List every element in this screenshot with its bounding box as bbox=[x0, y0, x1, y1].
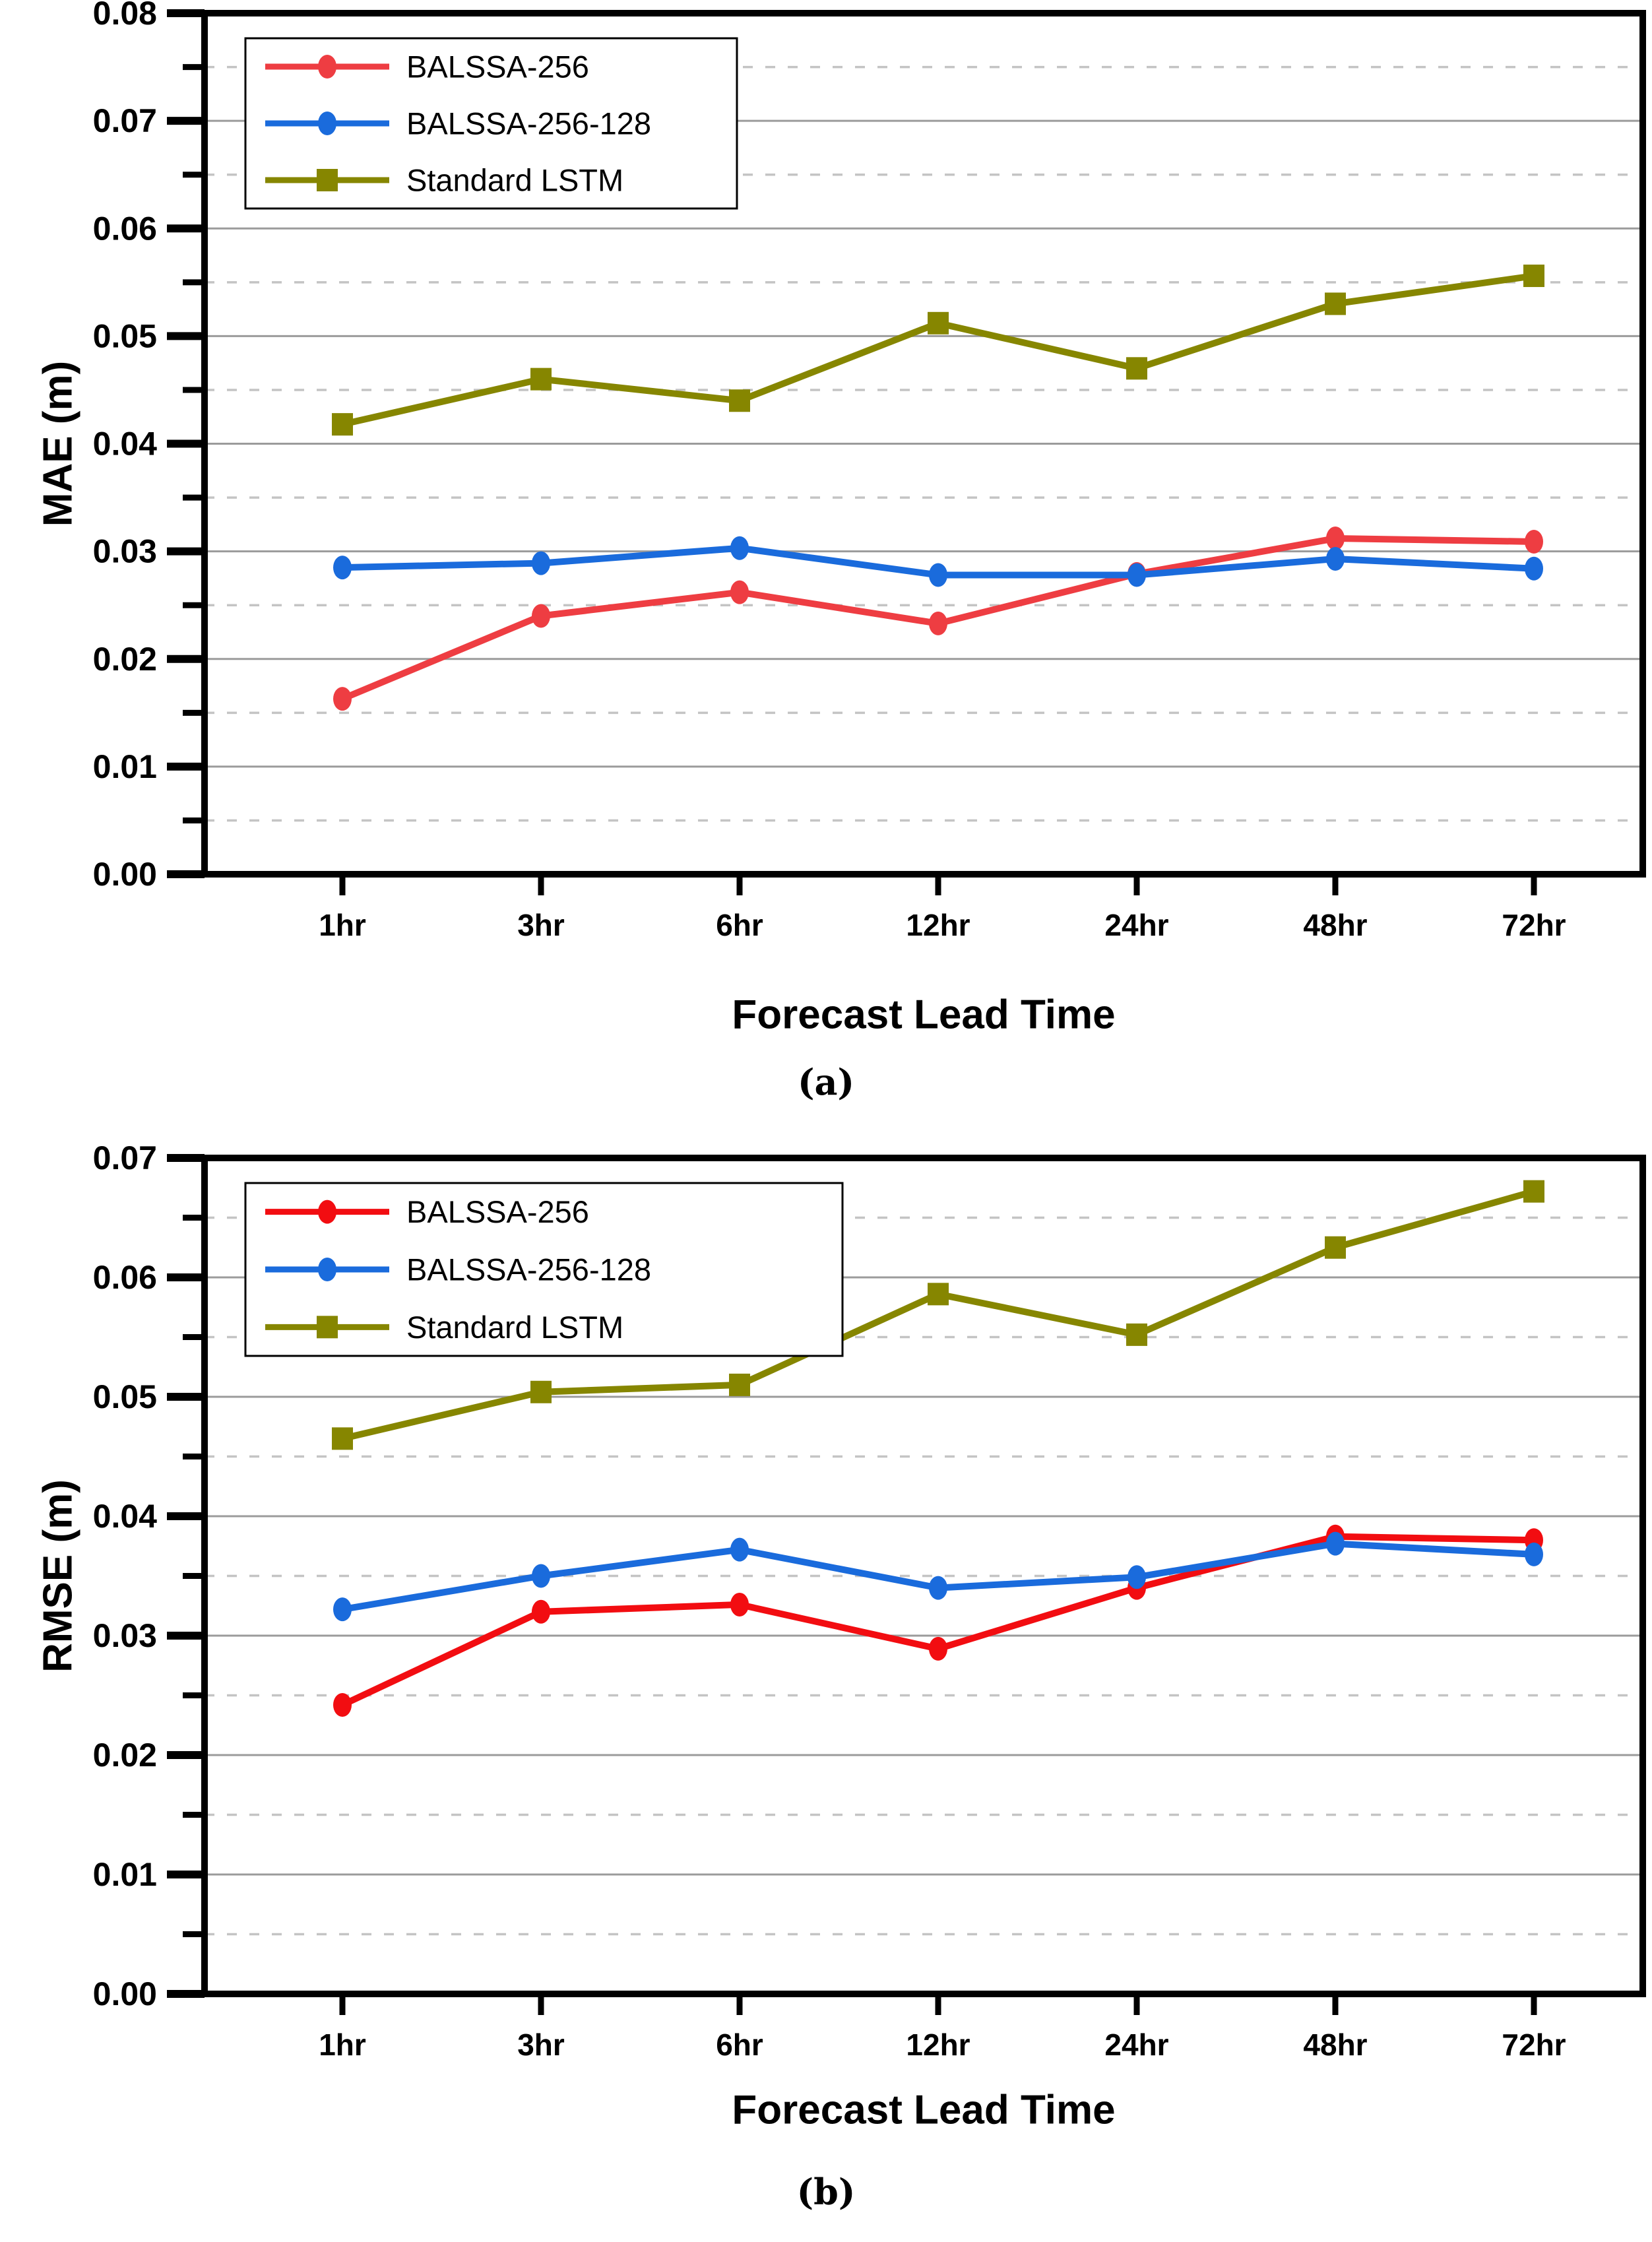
y-axis-tick-label: 0.02 bbox=[93, 1737, 157, 1774]
data-point-marker bbox=[1326, 547, 1345, 571]
x-axis-tick-label: 48hr bbox=[1303, 908, 1367, 942]
chart-panel-a: 0.00 0.01 0.02 0.03 0.04 0.05 0.06 0.07 0.08 1hr 3… bbox=[0, 0, 1652, 1120]
y-axis-tick-label: 0.07 bbox=[93, 102, 157, 139]
data-point-marker bbox=[730, 1592, 749, 1617]
data-point-marker bbox=[1523, 265, 1544, 288]
data-point-marker bbox=[929, 1636, 947, 1661]
data-point-marker bbox=[1525, 556, 1543, 581]
y-axis-tick-label: 0.06 bbox=[93, 210, 157, 247]
y-axis-tick-label: 0.08 bbox=[93, 0, 157, 32]
data-point-marker bbox=[1325, 292, 1346, 315]
data-point-marker bbox=[729, 1373, 750, 1396]
data-point-marker bbox=[929, 563, 947, 587]
x-axis-tick-label: 6hr bbox=[716, 908, 763, 942]
data-point-marker bbox=[1326, 527, 1345, 551]
data-point-marker bbox=[332, 1427, 353, 1450]
y-axis-tick-label: 0.06 bbox=[93, 1259, 157, 1296]
x-axis-tick-label: 24hr bbox=[1104, 2028, 1168, 2062]
data-point-marker bbox=[532, 1599, 550, 1624]
data-point-marker bbox=[928, 311, 949, 335]
y-axis-tick-label: 0.05 bbox=[93, 1378, 157, 1415]
y-axis-tick-label: 0.04 bbox=[93, 1498, 158, 1535]
y-axis-tick-label: 0.05 bbox=[93, 317, 157, 354]
data-point-marker bbox=[1523, 1180, 1544, 1203]
x-axis-title: Forecast Lead Time bbox=[732, 2088, 1115, 2133]
series-line-standard lstm bbox=[341, 272, 1535, 428]
legend-label: BALSSA-256 bbox=[406, 49, 589, 84]
data-point-marker bbox=[1525, 1542, 1543, 1566]
panel-a-caption: (a) bbox=[797, 1061, 855, 1103]
data-point-marker bbox=[1128, 1565, 1146, 1589]
y-axis-tick-label: 0.00 bbox=[93, 856, 157, 893]
legend-marker bbox=[318, 1258, 336, 1281]
data-point-marker bbox=[1126, 357, 1147, 380]
legend-marker bbox=[318, 1200, 336, 1224]
y-axis-tick-label: 0.02 bbox=[93, 641, 157, 678]
legend-marker bbox=[318, 112, 336, 135]
data-point-marker bbox=[928, 1283, 949, 1306]
panel-b-caption: (b) bbox=[796, 2171, 856, 2213]
x-axis-tick-label: 12hr bbox=[906, 908, 970, 942]
data-point-marker bbox=[929, 1576, 947, 1600]
legend-marker bbox=[317, 169, 338, 191]
x-axis-tick-label: 3hr bbox=[517, 2028, 565, 2062]
rmse-line-chart: 0.00 0.01 0.02 0.03 0.04 0.05 0.06 0.07 1hr 3hr 6h… bbox=[36, 1139, 1646, 2133]
legend-marker bbox=[318, 55, 336, 79]
x-axis-tick-label: 12hr bbox=[906, 2028, 970, 2062]
data-point-marker bbox=[333, 687, 352, 711]
y-axis-title: RMSE (m) bbox=[36, 1479, 81, 1673]
x-axis-tick-label: 1hr bbox=[319, 2028, 366, 2062]
data-point-marker bbox=[730, 580, 749, 604]
data-point-marker bbox=[1128, 563, 1146, 587]
data-point-marker bbox=[530, 1380, 552, 1403]
x-axis-tick-label: 3hr bbox=[517, 908, 565, 942]
y-axis-tick-label: 0.03 bbox=[93, 1617, 157, 1654]
legend-label: BALSSA-256-128 bbox=[406, 106, 651, 141]
legend-label: BALSSA-256 bbox=[406, 1194, 589, 1229]
y-axis-tick-label: 0.01 bbox=[93, 1856, 157, 1893]
data-point-marker bbox=[332, 413, 353, 436]
series-line-balssa-256 bbox=[340, 1533, 1535, 1708]
data-point-marker bbox=[532, 1564, 550, 1588]
x-axis-tick-label: 24hr bbox=[1104, 908, 1168, 942]
x-axis-tick-label: 1hr bbox=[319, 908, 366, 942]
x-axis-tick-label: 72hr bbox=[1502, 2028, 1566, 2062]
data-point-marker bbox=[1325, 1236, 1346, 1259]
data-point-marker bbox=[333, 556, 352, 580]
data-point-marker bbox=[1525, 529, 1543, 554]
plot-frame bbox=[201, 1155, 1646, 1997]
data-point-marker bbox=[333, 1597, 352, 1622]
plot-frame bbox=[201, 10, 1646, 878]
legend-marker bbox=[317, 1316, 338, 1339]
data-point-marker bbox=[729, 389, 750, 412]
x-axis-tick-label: 48hr bbox=[1303, 2028, 1367, 2062]
legend-label: Standard LSTM bbox=[406, 1310, 623, 1345]
y-axis-tick-label: 0.03 bbox=[93, 533, 157, 570]
x-axis-tick-label: 72hr bbox=[1502, 908, 1566, 942]
y-axis-tick-label: 0.04 bbox=[93, 426, 158, 463]
y-axis-title: MAE (m) bbox=[36, 361, 81, 527]
data-point-marker bbox=[730, 1537, 749, 1562]
y-axis-tick-label: 0.07 bbox=[93, 1139, 157, 1176]
data-point-marker bbox=[929, 611, 947, 635]
x-axis-tick-label: 6hr bbox=[716, 2028, 763, 2062]
mae-line-chart: 0.00 0.01 0.02 0.03 0.04 0.05 0.06 0.07 0.08 1hr 3… bbox=[36, 0, 1646, 1038]
legend-label: Standard LSTM bbox=[406, 163, 623, 198]
data-point-marker bbox=[532, 551, 550, 575]
data-point-marker bbox=[1326, 1531, 1345, 1556]
y-axis-tick-label: 0.00 bbox=[93, 1975, 157, 2012]
chart-panel-b: 0.00 0.01 0.02 0.03 0.04 0.05 0.06 0.07 1hr 3hr 6h… bbox=[0, 1117, 1652, 2242]
data-point-marker bbox=[530, 368, 552, 391]
legend-label: BALSSA-256-128 bbox=[406, 1252, 651, 1287]
data-point-marker bbox=[333, 1692, 352, 1717]
data-point-marker bbox=[730, 536, 749, 560]
x-axis-title: Forecast Lead Time bbox=[732, 992, 1115, 1038]
y-axis-tick-label: 0.01 bbox=[93, 748, 157, 785]
data-point-marker bbox=[1126, 1323, 1147, 1346]
data-point-marker bbox=[532, 604, 550, 628]
